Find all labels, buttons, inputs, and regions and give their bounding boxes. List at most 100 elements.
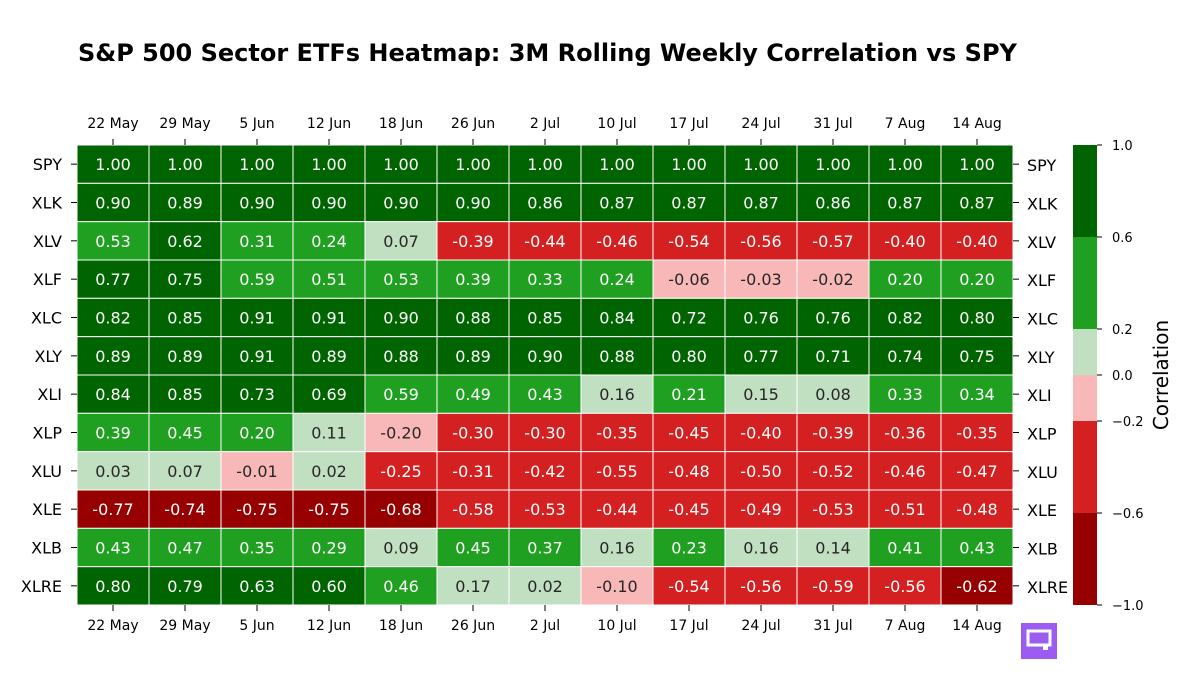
heatmap-cell — [292, 336, 366, 376]
logo-background — [1021, 623, 1057, 659]
heatmap-cell — [580, 566, 654, 606]
cell-value-label: 0.03 — [95, 462, 131, 481]
heatmap-cell — [220, 297, 294, 338]
cell-value-label: 0.71 — [815, 347, 851, 366]
heatmap-cell — [508, 182, 582, 223]
cell-value-label: 0.86 — [815, 194, 851, 213]
heatmap-cell — [796, 374, 870, 414]
colorbar-bin — [1073, 421, 1097, 513]
heatmap-cell — [220, 566, 294, 606]
cell-value-label: -0.06 — [668, 270, 709, 289]
y-tick-label: XLV — [33, 232, 62, 251]
cell-value-label: 0.89 — [311, 347, 347, 366]
heatmap-cell — [796, 451, 870, 491]
cell-value-label: 0.49 — [455, 385, 491, 404]
cell-value-label: -0.54 — [668, 577, 709, 596]
x-tick-label: 31 Jul — [813, 618, 852, 634]
cell-value-label: -0.44 — [524, 232, 565, 251]
cell-value-label: 0.23 — [671, 539, 707, 558]
cell-value-label: 0.43 — [95, 539, 131, 558]
cell-value-label: -0.36 — [884, 424, 925, 443]
heatmap-cell — [652, 336, 726, 376]
y-tick-label: XLK — [32, 194, 63, 213]
colorbar-tick-label: 0.6 — [1112, 231, 1133, 246]
cell-value-label: 0.80 — [671, 347, 707, 366]
heatmap-cell — [148, 566, 222, 606]
heatmap-cell — [868, 144, 942, 184]
colorbar-label: Correlation — [1149, 320, 1173, 430]
cell-value-label: 0.11 — [311, 424, 347, 443]
x-tick-label: 24 Jul — [741, 116, 780, 132]
cell-value-label: 0.80 — [95, 577, 131, 596]
x-tick-label: 26 Jun — [451, 116, 495, 132]
cell-value-label: 0.88 — [599, 347, 635, 366]
cell-value-label: 0.63 — [239, 577, 275, 596]
cell-value-label: -0.31 — [452, 462, 493, 481]
cell-value-label: -0.02 — [812, 270, 853, 289]
colorbar-bin — [1073, 237, 1097, 329]
heatmap-cell — [364, 527, 438, 568]
heatmap-cell — [508, 412, 582, 453]
heatmap-cell — [76, 489, 150, 529]
cell-value-label: -0.55 — [596, 462, 637, 481]
cell-value-label: 0.33 — [887, 385, 923, 404]
cell-value-label: 1.00 — [815, 155, 851, 174]
y-tick-label: XLU — [31, 462, 62, 481]
cell-value-label: -0.56 — [740, 577, 781, 596]
cell-value-label: 0.91 — [239, 347, 275, 366]
cell-value-label: 0.33 — [527, 270, 563, 289]
heatmap-cell — [796, 336, 870, 376]
cell-value-label: -0.48 — [668, 462, 709, 481]
cell-value-label: 0.89 — [167, 347, 203, 366]
cell-value-label: 0.90 — [383, 309, 419, 328]
y-tick-label: XLK — [1027, 195, 1058, 214]
cell-value-label: -0.35 — [956, 424, 997, 443]
heatmap-cell — [220, 182, 294, 223]
cell-value-label: 0.87 — [599, 194, 635, 213]
cell-value-label: -0.01 — [236, 462, 277, 481]
heatmap-cell — [508, 566, 582, 606]
cell-value-label: -0.46 — [884, 462, 925, 481]
colorbar-tick-label: −0.6 — [1112, 507, 1144, 522]
y-tick-label: XLY — [1027, 348, 1055, 367]
heatmap-cell — [868, 336, 942, 376]
cell-value-label: 1.00 — [383, 155, 419, 174]
heatmap-cell — [76, 221, 150, 261]
cell-value-label: 0.02 — [311, 462, 347, 481]
y-tick-label: XLRE — [21, 577, 62, 596]
cell-value-label: 1.00 — [455, 155, 491, 174]
heatmap-cell — [76, 451, 150, 491]
heatmap-cell — [652, 374, 726, 414]
cell-value-label: 0.87 — [959, 194, 995, 213]
x-tick-label: 12 Jun — [307, 116, 351, 132]
x-axis-bottom: 22 May 29 May 5 Jun 12 Jun 18 Jun 26 Jun 2 Jul… — [87, 605, 1002, 634]
x-tick-label: 17 Jul — [669, 618, 708, 634]
x-tick-label: 24 Jul — [741, 618, 780, 634]
cell-value-label: 0.79 — [167, 577, 203, 596]
heatmap-cell — [724, 221, 798, 261]
cell-value-label: 0.20 — [239, 424, 275, 443]
colorbar-bin — [1073, 329, 1097, 375]
heatmap-cell — [868, 566, 942, 606]
cell-value-label: 0.90 — [383, 194, 419, 213]
cell-value-label: 0.16 — [743, 539, 779, 558]
heatmap-cell — [508, 374, 582, 414]
cell-value-label: 0.17 — [455, 577, 491, 596]
heatmap-cell — [940, 336, 1014, 376]
x-tick-label: 12 Jun — [307, 618, 351, 634]
heatmap-cell — [148, 297, 222, 338]
cell-value-label: 0.20 — [959, 270, 995, 289]
cell-value-label: 0.91 — [311, 309, 347, 328]
heatmap-cell — [148, 527, 222, 568]
x-tick-label: 14 Aug — [952, 618, 1002, 634]
heatmap-cell — [580, 259, 654, 299]
cell-value-label: -0.56 — [740, 232, 781, 251]
x-tick-label: 22 May — [87, 618, 138, 634]
cell-value-label: 0.77 — [95, 270, 131, 289]
heatmap-cell — [436, 412, 510, 453]
cell-value-label: -0.40 — [884, 232, 925, 251]
x-tick-label: 17 Jul — [669, 116, 708, 132]
heatmap-cell — [364, 182, 438, 223]
cell-value-label: 0.72 — [671, 309, 707, 328]
heatmap-cell — [796, 412, 870, 453]
